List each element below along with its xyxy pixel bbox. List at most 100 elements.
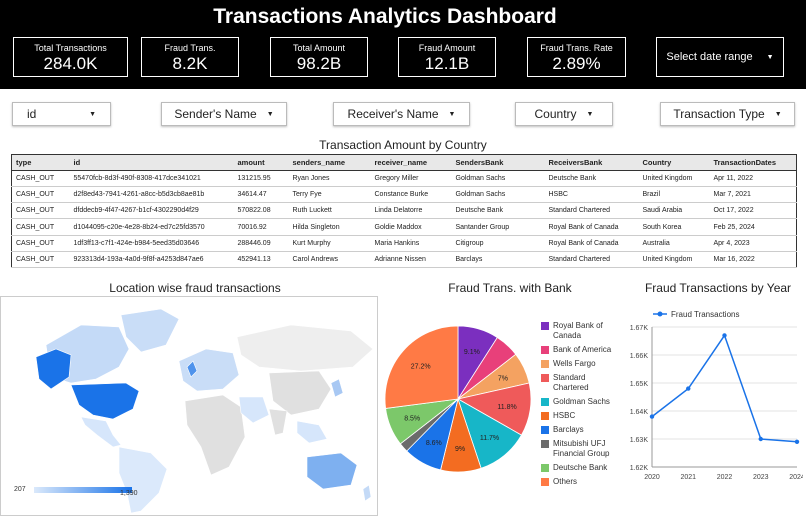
kpi-label: Total Transactions <box>34 43 107 53</box>
table-cell: 452941.13 <box>233 251 289 269</box>
kpi-value: 284.0K <box>43 54 98 73</box>
table-row[interactable]: CASH_OUT d2f8ed43-7941-4261-a8cc-b5d3cb8a… <box>11 186 797 204</box>
x-tick-label: 2022 <box>717 474 733 481</box>
filter-label: Transaction Type <box>673 107 765 121</box>
table-cell: Deutsche Bank <box>544 170 639 188</box>
data-point[interactable] <box>758 436 763 442</box>
column-header-country[interactable]: Country <box>638 154 710 171</box>
filter-id-dropdown[interactable]: id ▼ <box>12 102 111 126</box>
map-region-middle-east <box>238 396 270 424</box>
legend-label: Wells Fargo <box>553 359 596 368</box>
table-cell: United Kingdom <box>638 170 710 188</box>
column-header-senders-name[interactable]: senders_name <box>288 154 371 171</box>
legend-swatch <box>541 464 549 472</box>
table-cell: Constance Burke <box>370 186 452 204</box>
legend-label: Mitsubishi UFJ Financial Group <box>553 439 610 458</box>
kpi-value: 12.1B <box>424 54 470 73</box>
column-header-receiver-name[interactable]: receiver_name <box>370 154 452 171</box>
legend-swatch <box>541 440 549 448</box>
table-cell: Goldman Sachs <box>451 170 545 188</box>
table-cell: 131215.95 <box>233 170 289 188</box>
table-cell: Goldman Sachs <box>451 186 545 204</box>
map-region-usa <box>70 382 140 420</box>
table-row[interactable]: CASH_OUT d1044095-c20e-4e28-8b24-ed7c25fd… <box>11 218 797 236</box>
legend-gradient-bar <box>34 487 132 493</box>
pie-chart[interactable]: 9.1% 7% 11.8% 11.7% 9% 8.6% 8.5% 27.2% <box>383 324 533 474</box>
table-row[interactable]: CASH_OUT 923313d4-193a-4a0d-9f8f-a4253d84… <box>11 251 797 269</box>
line-chart[interactable]: Fraud Transactions 1.62K 1.63K 1.64K 1.65K 1.… <box>617 303 803 483</box>
table-cell: Ruth Luckett <box>288 202 371 220</box>
x-tick-label: 2023 <box>753 474 769 481</box>
map-region-india <box>268 408 288 436</box>
legend-item[interactable]: Wells Fargo <box>541 359 621 369</box>
legend-item[interactable]: Royal Bank of Canada <box>541 321 621 341</box>
filter-sender-dropdown[interactable]: Sender's Name ▼ <box>161 102 287 126</box>
legend-item[interactable]: Mitsubishi UFJ Financial Group <box>541 439 621 459</box>
kpi-fraud-transactions: Fraud Trans. 8.2K <box>141 37 239 77</box>
column-header-amount[interactable]: amount <box>233 154 289 171</box>
legend-item[interactable]: Deutsche Bank <box>541 463 621 473</box>
kpi-label: Fraud Amount <box>418 43 476 53</box>
y-tick-label: 1.65K <box>630 381 649 388</box>
table-cell: Oct 17, 2022 <box>709 202 797 220</box>
pie-slice[interactable] <box>384 325 459 409</box>
table-row[interactable]: CASH_OUT 1df3ff13-c7f1-424e-b984-5eed35d0… <box>11 235 797 252</box>
data-point[interactable] <box>722 333 727 338</box>
y-tick-label: 1.63K <box>630 437 649 444</box>
kpi-value: 98.2B <box>296 54 342 73</box>
map-region-new-zealand <box>362 484 372 502</box>
legend-swatch <box>541 374 549 382</box>
table-cell: CASH_OUT <box>11 218 70 236</box>
legend-item[interactable]: Bank of America <box>541 345 621 355</box>
legend-item[interactable]: Others <box>541 477 621 487</box>
legend-item[interactable]: HSBC <box>541 411 621 421</box>
table-cell: CASH_OUT <box>11 186 70 204</box>
filter-country-dropdown[interactable]: Country ▼ <box>515 102 613 126</box>
kpi-fraud-rate: Fraud Trans. Rate 2.89% <box>527 37 626 77</box>
table-row[interactable]: CASH_OUT 55470fcb-8d3f-490f-8308-417dce34… <box>11 170 797 188</box>
map-region-mexico <box>80 416 122 448</box>
legend-marker <box>657 311 663 317</box>
x-tick-label: 2024 <box>789 474 803 481</box>
table-cell: CASH_OUT <box>11 235 70 252</box>
world-map[interactable] <box>0 296 378 516</box>
filter-transaction-type-dropdown[interactable]: Transaction Type ▼ <box>660 102 795 126</box>
kpi-value: 2.89% <box>552 54 601 73</box>
table-cell: Carol Andrews <box>288 251 371 269</box>
legend-item[interactable]: Standard Chartered <box>541 373 621 393</box>
kpi-fraud-amount: Fraud Amount 12.1B <box>398 37 496 77</box>
legend-swatch <box>541 478 549 486</box>
kpi-label: Fraud Trans. Rate <box>540 43 613 53</box>
column-header-transaction-dates[interactable]: TransactionDates <box>709 154 797 171</box>
table-cell: United Kingdom <box>638 251 710 269</box>
table-cell: Linda Delatorre <box>370 202 452 220</box>
legend-label: HSBC <box>553 411 576 420</box>
data-point[interactable] <box>794 439 800 444</box>
map-region-europe <box>178 348 240 392</box>
legend-label: Bank of America <box>553 345 612 354</box>
column-header-receivers-bank[interactable]: ReceiversBank <box>544 154 639 171</box>
transactions-table: type id amount senders_name receiver_nam… <box>11 154 797 269</box>
table-cell: dfddecb9-4f47-4267-b1cf-4302290d4f29 <box>69 202 234 220</box>
table-cell: Apr 4, 2023 <box>709 235 797 252</box>
filter-receiver-dropdown[interactable]: Receiver's Name ▼ <box>333 102 470 126</box>
pie-slice-label: 27.2% <box>411 364 431 371</box>
legend-label: Deutsche Bank <box>553 463 608 472</box>
legend-item[interactable]: Barclays <box>541 425 621 435</box>
table-row[interactable]: CASH_OUT dfddecb9-4f47-4267-b1cf-4302290d… <box>11 202 797 220</box>
column-header-type[interactable]: type <box>11 154 70 171</box>
table-cell: Royal Bank of Canada <box>544 218 639 236</box>
legend-item[interactable]: Goldman Sachs <box>541 397 621 407</box>
table-cell: Gregory Miller <box>370 170 452 188</box>
column-header-id[interactable]: id <box>69 154 234 171</box>
kpi-label: Total Amount <box>292 43 346 53</box>
map-region-japan-korea <box>330 378 344 398</box>
y-tick-label: 1.62K <box>630 465 649 472</box>
table-cell: Australia <box>638 235 710 252</box>
kpi-total-amount: Total Amount 98.2B <box>270 37 368 77</box>
legend-label: Goldman Sachs <box>553 397 610 406</box>
column-header-senders-bank[interactable]: SendersBank <box>451 154 545 171</box>
date-range-picker[interactable]: Select date range ▼ <box>656 37 784 77</box>
data-point[interactable] <box>649 414 655 419</box>
data-point[interactable] <box>686 386 691 391</box>
